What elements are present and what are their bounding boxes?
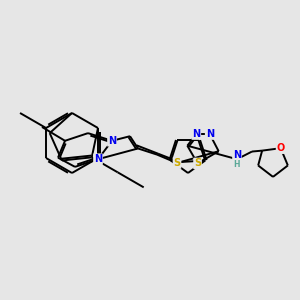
Text: S: S [173, 158, 181, 168]
Text: N: N [192, 129, 200, 139]
Text: N: N [108, 136, 116, 146]
Text: H: H [234, 160, 240, 169]
Text: N: N [206, 129, 214, 139]
Text: N: N [233, 150, 241, 160]
Text: O: O [277, 143, 285, 153]
Text: N: N [94, 154, 102, 164]
Text: S: S [194, 158, 201, 168]
